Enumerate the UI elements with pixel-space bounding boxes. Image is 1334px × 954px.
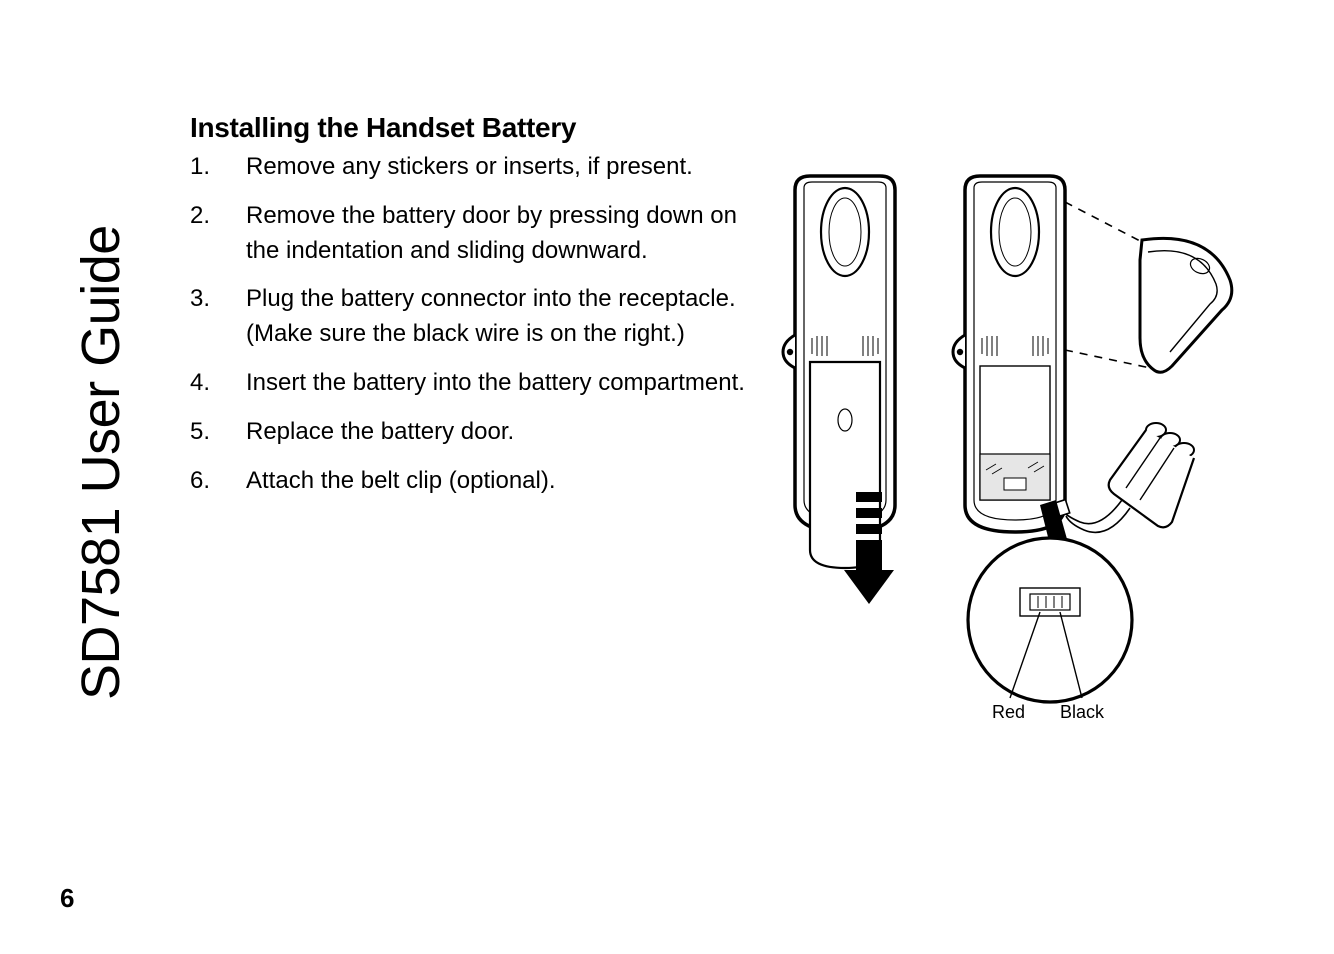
belt-clip (1065, 202, 1232, 372)
wire-label-red: Red (992, 702, 1025, 722)
step: Replace the battery door. (190, 415, 750, 450)
handset-right (953, 176, 1065, 532)
battery-install-diagram: Red Black (760, 170, 1280, 730)
step: Plug the battery connector into the rece… (190, 282, 750, 352)
document-title-sidebar: SD7581 User Guide (70, 225, 132, 700)
wire-label-black: Black (1060, 702, 1105, 722)
step: Remove any stickers or inserts, if prese… (190, 150, 750, 185)
connector-detail-circle (968, 538, 1132, 702)
instruction-list: Remove any stickers or inserts, if prese… (190, 150, 750, 498)
manual-page: SD7581 User Guide 6 Installing the Hands… (0, 0, 1334, 954)
battery-pack (1048, 423, 1194, 532)
page-number: 6 (60, 883, 74, 914)
section-heading: Installing the Handset Battery (190, 112, 750, 144)
step: Insert the battery into the battery comp… (190, 366, 750, 401)
step: Attach the belt clip (optional). (190, 464, 750, 499)
step: Remove the battery door by pressing down… (190, 199, 750, 269)
content-block: Installing the Handset Battery Remove an… (190, 112, 750, 512)
